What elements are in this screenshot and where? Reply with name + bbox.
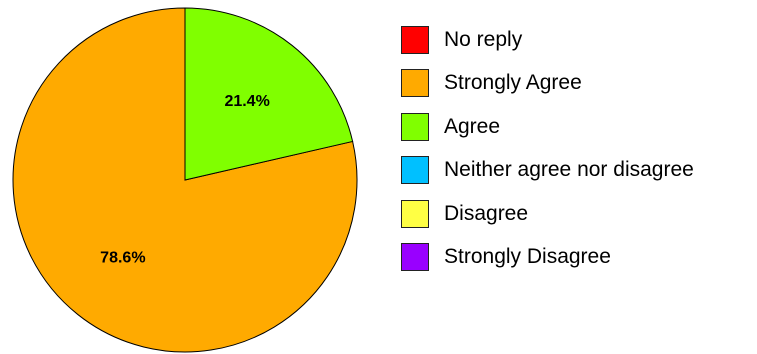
legend-item-agree: Agree [401,112,694,141]
legend-item-strongly-agree: Strongly Agree [401,69,694,98]
legend-label: Disagree [444,201,529,225]
legend-label: Neither agree nor disagree [444,158,694,181]
legend-item-no-reply: No reply [401,25,694,54]
legend-label: Agree [444,114,501,138]
slice-label-agree: 21.4% [224,93,269,110]
legend-item-neither: Neither agree nor disagree [401,156,694,185]
legend-swatch-strongly-disagree [401,243,429,271]
legend-swatch-neither [401,156,429,184]
legend-item-disagree: Disagree [401,199,694,228]
legend-swatch-agree [401,112,429,141]
slice-label-strongly-agree: 78.6% [100,249,145,266]
legend-label: Strongly Disagree [444,245,611,268]
legend-swatch-disagree [401,199,429,228]
pie-slice-agree [184,7,354,181]
legend-label: No reply [444,27,523,51]
legend-label: Strongly Agree [444,71,582,94]
legend-swatch-strongly-agree [401,69,429,97]
legend: No reply Strongly Agree Agree Neither ag… [401,25,694,286]
legend-item-strongly-disagree: Strongly Disagree [401,243,694,272]
legend-swatch-no-reply [401,25,429,54]
